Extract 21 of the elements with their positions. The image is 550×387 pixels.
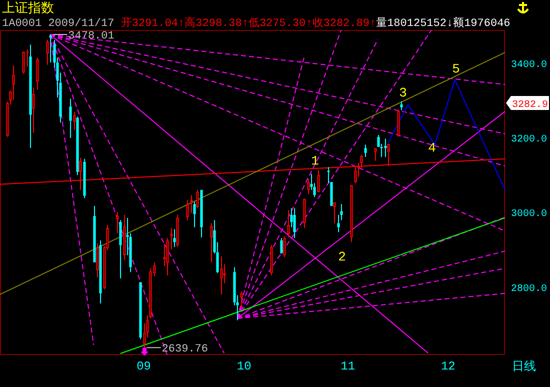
annotation: 2639.76 bbox=[162, 344, 208, 356]
annotation: 5 bbox=[452, 62, 460, 77]
x-tick-label: 12 bbox=[440, 360, 456, 374]
chart-subtitle: 1A0001 2009/11/17 bbox=[2, 18, 121, 30]
y-tick-label: 3000.0 bbox=[511, 209, 548, 220]
x-tick-label: 11 bbox=[340, 360, 356, 374]
annotation: 3478.01 bbox=[68, 30, 115, 42]
chart-title: 上证指数 bbox=[2, 1, 54, 16]
text: 开3291.04↑高3298.38↑低3275.30↑收3282.89↑ bbox=[120, 16, 376, 30]
text: 3282.9 bbox=[512, 100, 548, 111]
x-tick-label: 09 bbox=[136, 360, 152, 374]
x-tick-label: 10 bbox=[236, 360, 252, 374]
y-tick-label: 2800.0 bbox=[511, 284, 548, 295]
annotation: 3 bbox=[399, 86, 407, 101]
y-tick-label: 3400.0 bbox=[511, 60, 548, 71]
annotation: 2 bbox=[338, 250, 346, 265]
annotation: 1 bbox=[311, 154, 320, 169]
text: 量180125152↓额1976046 bbox=[376, 16, 510, 30]
text: 日线 bbox=[512, 360, 536, 374]
y-tick-label: 3200.0 bbox=[511, 134, 548, 146]
annotation: 4 bbox=[428, 140, 436, 156]
